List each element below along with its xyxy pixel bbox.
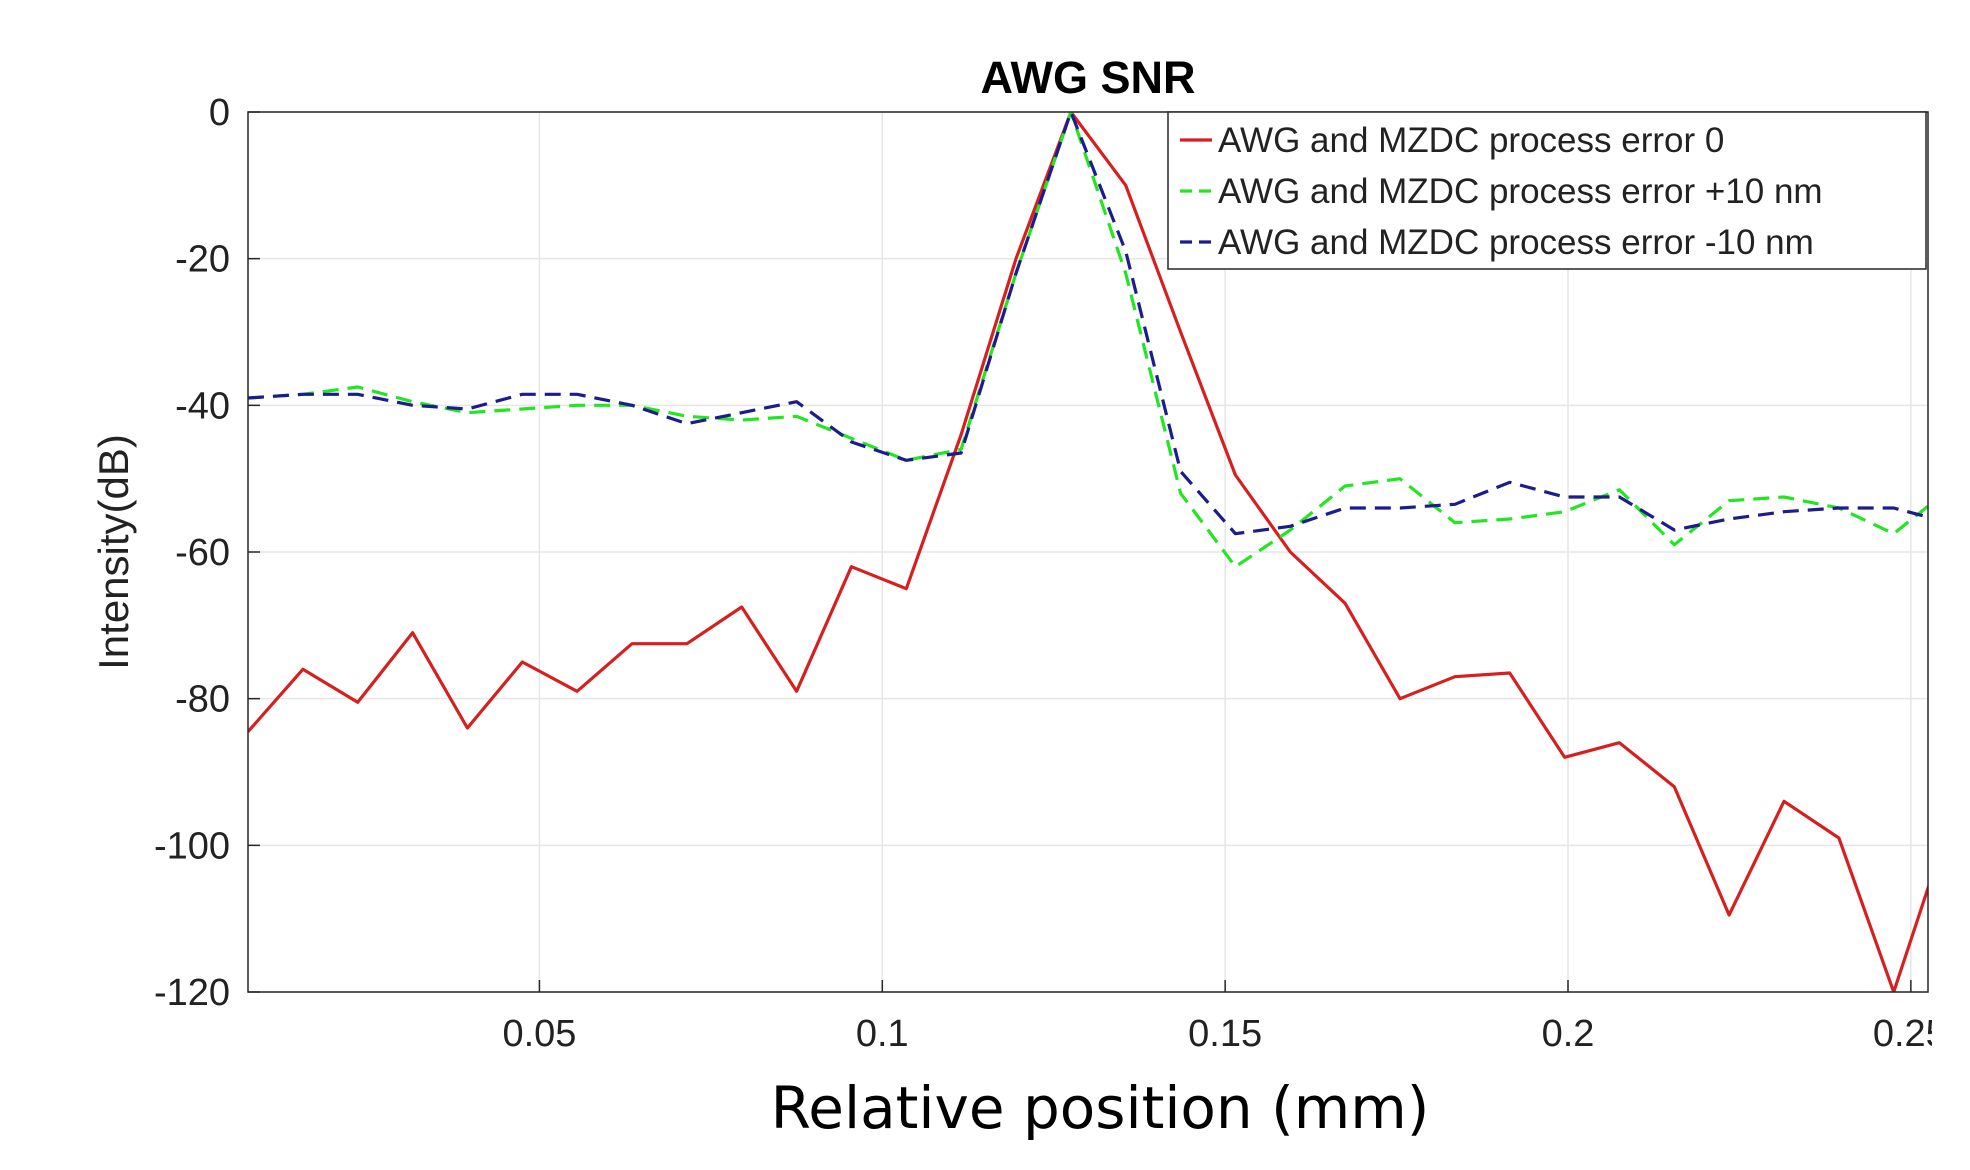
y-axis-label: Intensity(dB) xyxy=(90,434,137,670)
y-tick-label: -60 xyxy=(175,532,230,574)
legend-label: AWG and MZDC process error +10 nm xyxy=(1218,172,1823,211)
x-tick-label: 0.15 xyxy=(1188,1013,1262,1055)
x-tick-label: 0.25 xyxy=(1873,1013,1947,1055)
legend-label: AWG and MZDC process error 0 xyxy=(1218,121,1724,160)
x-tick-label: 0.05 xyxy=(502,1013,576,1055)
y-tick-label: 0 xyxy=(209,92,230,134)
series-line-2 xyxy=(248,112,1928,569)
y-tick-label: -120 xyxy=(154,972,230,1014)
legend: AWG and MZDC process error 0 AWG and MZDC… xyxy=(1167,111,1927,270)
series-line-1 xyxy=(248,112,1928,992)
series-lines xyxy=(248,112,1928,992)
x-axis-label: Relative position (mm) xyxy=(771,1074,1430,1142)
y-tick-label: -20 xyxy=(175,239,230,281)
y-tick-label: -100 xyxy=(154,825,230,867)
x-tick-label: 0.1 xyxy=(856,1013,909,1055)
legend-label: AWG and MZDC process error -10 nm xyxy=(1218,223,1814,262)
series-line-3 xyxy=(248,112,1928,536)
y-tick-label: -80 xyxy=(175,679,230,721)
chart-title: AWG SNR xyxy=(980,52,1195,103)
x-tick-label: 0.2 xyxy=(1542,1013,1595,1055)
axis-ticks: 0 -20 -40 -60 -80 -100 -120 0.05 0.1 0.15 0.2 0.25 xyxy=(154,92,1947,1055)
legend-box xyxy=(1167,111,1927,270)
y-tick-label: -40 xyxy=(175,385,230,427)
